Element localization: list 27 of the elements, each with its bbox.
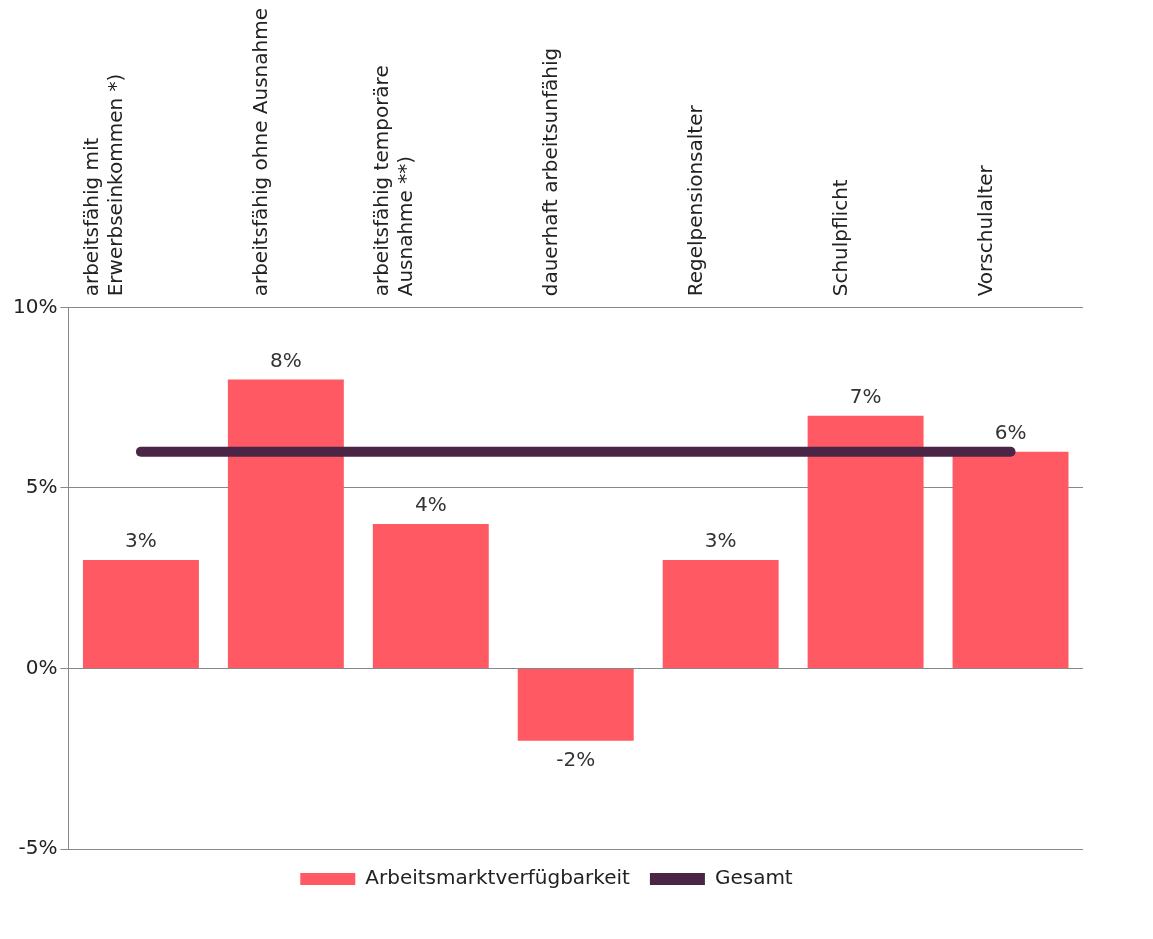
data-label: 3% (704, 528, 737, 553)
bar (807, 415, 924, 668)
x-tick-label: Vorschulalter (972, 164, 997, 297)
legend-label: Gesamt (714, 865, 793, 890)
x-tick-label: arbeitsfähig mit Erwerbseinkommen *) (79, 73, 128, 297)
y-tick-label: 10% (13, 293, 58, 318)
bar (952, 451, 1069, 668)
data-label: -2% (556, 746, 596, 771)
data-label: 8% (269, 347, 302, 372)
bar (372, 523, 489, 668)
x-tick-label: arbeitsfähig temporäre Ausnahme **) (368, 65, 417, 297)
x-tick-label: Schulpflicht (827, 179, 852, 297)
bar (227, 379, 344, 668)
y-tick-label: -5% (18, 835, 58, 860)
bar (82, 560, 199, 668)
legend-label: Arbeitsmarktverfügbarkeit (365, 865, 631, 890)
y-tick-label: 0% (25, 654, 58, 679)
data-label: 3% (125, 528, 157, 553)
data-label: 7% (849, 383, 882, 408)
data-label: 6% (994, 419, 1027, 444)
x-tick-label: dauerhaft arbeitsunfähig (537, 47, 562, 297)
x-tick-label: Regelpensionsalter (682, 104, 707, 297)
data-label: 4% (414, 492, 447, 517)
y-tick-label: 5% (25, 474, 58, 499)
x-tick-label: arbeitsfähig ohne Ausnahme (248, 7, 273, 297)
bar (517, 668, 634, 741)
bar (662, 560, 779, 668)
